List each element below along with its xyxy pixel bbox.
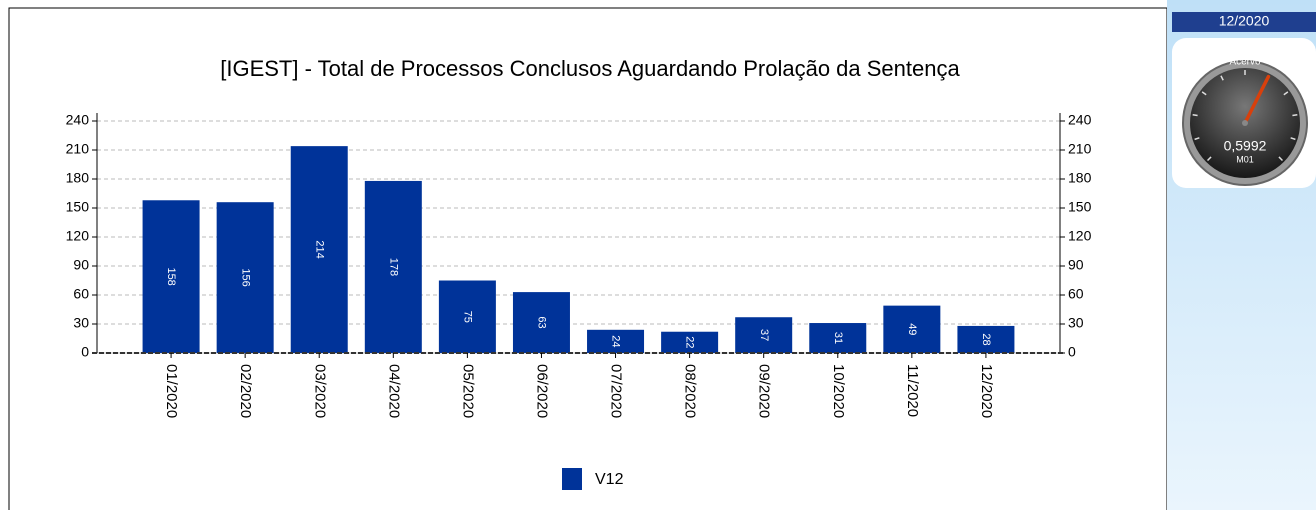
data-label: 28 [980,333,992,345]
bar [512,292,570,353]
bar [290,146,348,353]
y2-tick-label: 120 [1068,228,1092,244]
legend-swatch [562,468,582,490]
gauge-subtitle: M01 [1236,154,1254,164]
y-tick-label: 0 [81,344,89,360]
y-tick-label: 60 [73,286,89,302]
gauge-tick [1290,137,1296,141]
gauge-tick [1283,91,1289,96]
gauge-tick [1194,137,1200,141]
gauge-tick [1201,91,1207,96]
y-tick-label: 150 [66,199,90,215]
bar [809,323,867,353]
y-tick-label: 240 [66,112,90,128]
bar [216,202,274,353]
gauge-needle [1243,74,1271,125]
y-tick-label: 90 [73,257,89,273]
x-tick-label: 09/2020 [756,364,773,418]
bar [364,180,422,353]
gauge-tick [1192,113,1198,117]
y-tick-label: 180 [66,170,90,186]
data-label: 63 [536,316,548,328]
x-tick-label: 01/2020 [163,364,180,418]
data-label: 214 [313,240,325,258]
x-tick-label: 06/2020 [533,364,550,418]
x-tick-label: 10/2020 [830,364,847,418]
gauge-tick [1292,113,1298,117]
y-tick-label: 30 [73,315,89,331]
data-label: 49 [906,323,918,335]
x-tick-label: 04/2020 [385,364,402,418]
y2-tick-label: 180 [1068,170,1092,186]
data-label: 24 [610,335,622,347]
y2-tick-label: 150 [1068,199,1092,215]
y-tick-label: 210 [66,141,90,157]
x-tick-label: 07/2020 [608,364,625,418]
x-tick-label: 03/2020 [311,364,328,418]
gauge-tick [1278,156,1284,162]
y-tick-label: 120 [66,228,90,244]
y2-tick-label: 90 [1068,257,1084,273]
bar [438,280,496,353]
data-label: 22 [684,336,696,348]
bar [142,200,200,353]
period-header [1172,12,1316,32]
bar [661,331,719,353]
gauge-tick [1220,75,1224,81]
data-label: 37 [758,329,770,341]
x-tick-label: 11/2020 [904,364,921,417]
y2-tick-label: 240 [1068,112,1092,128]
y2-tick-label: 30 [1068,315,1084,331]
data-label: 75 [461,311,473,323]
x-tick-label: 08/2020 [682,364,699,418]
gauge-value: 0,5992 [1224,138,1267,154]
chart-title: [IGEST] - Total de Processos Conclusos A… [220,56,960,81]
x-tick-label: 02/2020 [237,364,254,418]
y2-tick-label: 210 [1068,141,1092,157]
bar [587,329,645,353]
data-label: 158 [165,267,177,285]
data-label: 156 [239,268,251,286]
y2-tick-label: 0 [1068,344,1076,360]
chart-frame [8,7,1168,510]
y2-tick-label: 60 [1068,286,1084,302]
bar [735,317,793,353]
gauge-hub [1242,120,1248,126]
bar [957,325,1015,353]
period: 12/2020 [1219,13,1270,29]
gauge-tick [1206,156,1212,162]
gauge-title: Acervo [1229,57,1261,68]
bar [883,305,941,353]
data-label: 178 [387,258,399,276]
x-tick-label: 05/2020 [459,364,476,418]
legend-label: V12 [595,471,624,488]
x-tick-label: 12/2020 [978,364,995,418]
data-label: 31 [832,332,844,344]
